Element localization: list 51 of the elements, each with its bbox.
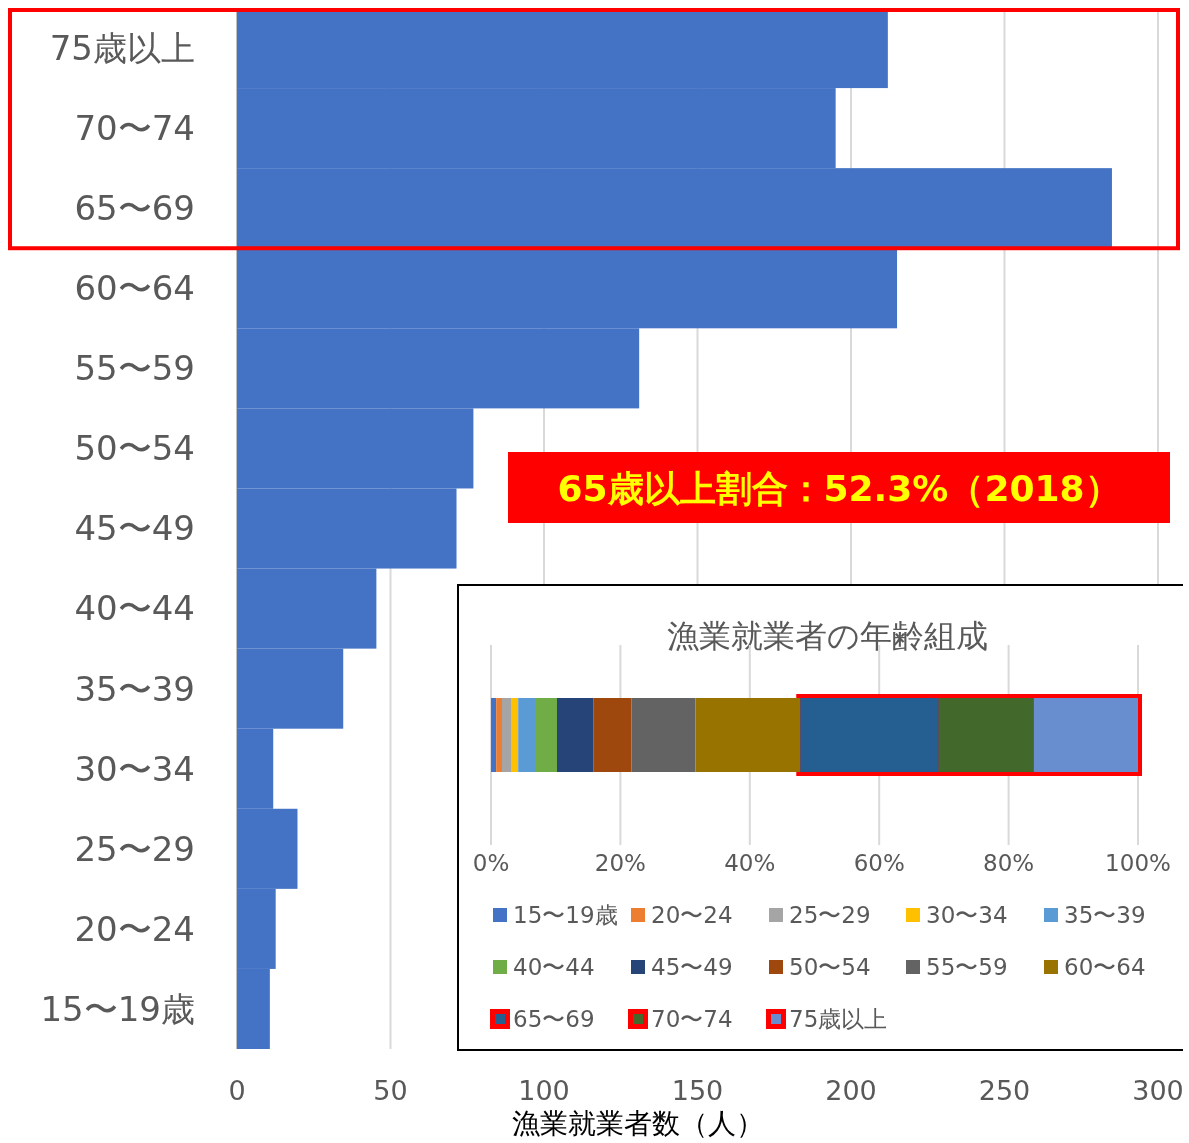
- x-tick-label: 20%: [594, 850, 646, 876]
- chart-title: 漁業就業者の年齢組成: [666, 617, 988, 656]
- x-tick-label: 80%: [983, 850, 1035, 876]
- bar: [491, 698, 497, 772]
- y-tick-label: 55〜59: [74, 348, 195, 389]
- bar: [535, 698, 557, 772]
- y-tick-label: 65〜69: [74, 188, 195, 229]
- y-tick-label: 15〜19歳: [40, 988, 195, 1029]
- x-tick-label: 60%: [853, 850, 905, 876]
- y-tick-label: 30〜34: [74, 748, 195, 789]
- bar: [593, 698, 632, 772]
- legend-label: 40〜44: [513, 954, 595, 981]
- legend-label: 70〜74: [651, 1006, 733, 1033]
- x-tick-label: 50: [373, 1075, 408, 1106]
- bar: [502, 698, 512, 772]
- legend-label: 35〜39: [1064, 902, 1146, 929]
- x-tick-label: 300: [1132, 1075, 1184, 1106]
- y-tick-label: 75歳以上: [49, 27, 195, 68]
- y-tick-label: 70〜74: [74, 108, 195, 149]
- x-tick-label: 0: [228, 1075, 246, 1106]
- x-tick-label: 150: [671, 1075, 724, 1106]
- x-tick-label: 100: [518, 1075, 570, 1106]
- x-tick-label: 0%: [472, 850, 510, 876]
- legend-label: 55〜59: [926, 954, 1008, 981]
- y-tick-label: 45〜49: [74, 508, 195, 549]
- bar: [496, 698, 502, 772]
- legend-label: 45〜49: [651, 954, 733, 981]
- legend-label: 60〜64: [1064, 954, 1146, 981]
- x-axis-title: 漁業就業者数（人）: [511, 1107, 764, 1140]
- legend-label: 25〜29: [789, 902, 871, 929]
- legend-label: 20〜24: [651, 902, 733, 929]
- y-tick-label: 35〜39: [74, 668, 195, 709]
- legend-label: 50〜54: [789, 954, 871, 981]
- x-tick-label: 250: [978, 1075, 1031, 1106]
- bar: [556, 698, 594, 772]
- y-tick-label: 50〜54: [74, 428, 195, 469]
- legend-label: 30〜34: [926, 902, 1008, 929]
- legend-label: 15〜19歳: [513, 902, 618, 929]
- x-tick-label: 200: [825, 1075, 877, 1106]
- y-tick-label: 25〜29: [74, 828, 195, 869]
- legend-label: 75歳以上: [789, 1006, 888, 1033]
- y-tick-label: 20〜24: [74, 908, 195, 949]
- bar: [518, 698, 535, 772]
- x-tick-label: 40%: [724, 850, 776, 876]
- legend-label: 65〜69: [513, 1006, 595, 1033]
- bar: [511, 698, 519, 772]
- y-tick-label: 40〜44: [74, 588, 195, 629]
- annotation: 65歳以上割合：52.3%（2018）: [557, 467, 1121, 509]
- y-tick-label: 60〜64: [74, 268, 195, 309]
- bar: [631, 698, 696, 772]
- x-tick-label: 100%: [1105, 850, 1171, 876]
